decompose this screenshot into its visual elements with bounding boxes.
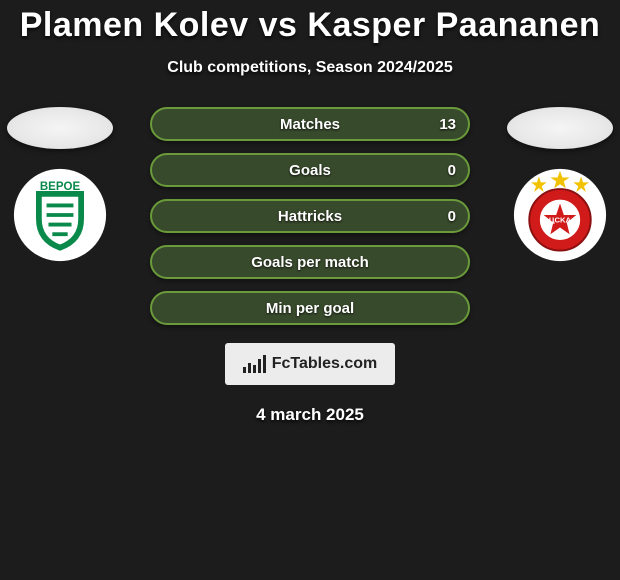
branding-badge: FcTables.com	[225, 343, 395, 385]
stat-label: Min per goal	[266, 300, 354, 317]
stats-list: Matches 13 Goals 0 Hattricks 0 Goals per…	[150, 107, 470, 325]
player-right-avatar	[507, 107, 613, 149]
beroe-shield-icon: BEPOE	[12, 167, 108, 263]
bar-chart-icon	[243, 355, 266, 373]
stat-row-goals-per-match: Goals per match	[150, 245, 470, 279]
stat-right-value: 13	[439, 116, 456, 133]
content-area: BEPOE	[0, 107, 620, 425]
stat-row-min-per-goal: Min per goal	[150, 291, 470, 325]
stat-right-value: 0	[448, 162, 456, 179]
player-left-avatar	[7, 107, 113, 149]
stat-row-hattricks: Hattricks 0	[150, 199, 470, 233]
player-left-column: BEPOE	[0, 107, 120, 263]
stat-right-value: 0	[448, 208, 456, 225]
date-label: 4 march 2025	[0, 405, 620, 425]
branding-text: FcTables.com	[272, 355, 378, 373]
svg-text:ЦCKA: ЦCKA	[549, 216, 572, 225]
page-title: Plamen Kolev vs Kasper Paananen	[0, 6, 620, 45]
subtitle: Club competitions, Season 2024/2025	[0, 59, 620, 77]
stat-row-matches: Matches 13	[150, 107, 470, 141]
comparison-card: Plamen Kolev vs Kasper Paananen Club com…	[0, 0, 620, 580]
stat-label: Hattricks	[278, 208, 342, 225]
cska-crest-icon: ЦCKA	[512, 167, 608, 263]
stat-label: Matches	[280, 116, 340, 133]
player-right-column: ЦCKA	[500, 107, 620, 263]
stat-label: Goals per match	[251, 254, 369, 271]
stat-row-goals: Goals 0	[150, 153, 470, 187]
club-badge-left: BEPOE	[12, 167, 108, 263]
club-badge-right: ЦCKA	[512, 167, 608, 263]
stat-label: Goals	[289, 162, 331, 179]
